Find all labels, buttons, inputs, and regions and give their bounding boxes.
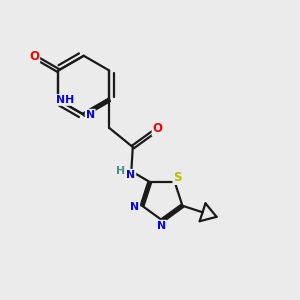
Text: NH: NH [56, 95, 74, 105]
Text: N: N [126, 170, 135, 180]
Text: N: N [157, 221, 166, 231]
Text: N: N [86, 110, 95, 120]
Text: N: N [130, 202, 139, 212]
Text: O: O [29, 50, 39, 63]
Text: H: H [116, 166, 125, 176]
Text: S: S [173, 171, 182, 184]
Text: O: O [152, 122, 163, 135]
